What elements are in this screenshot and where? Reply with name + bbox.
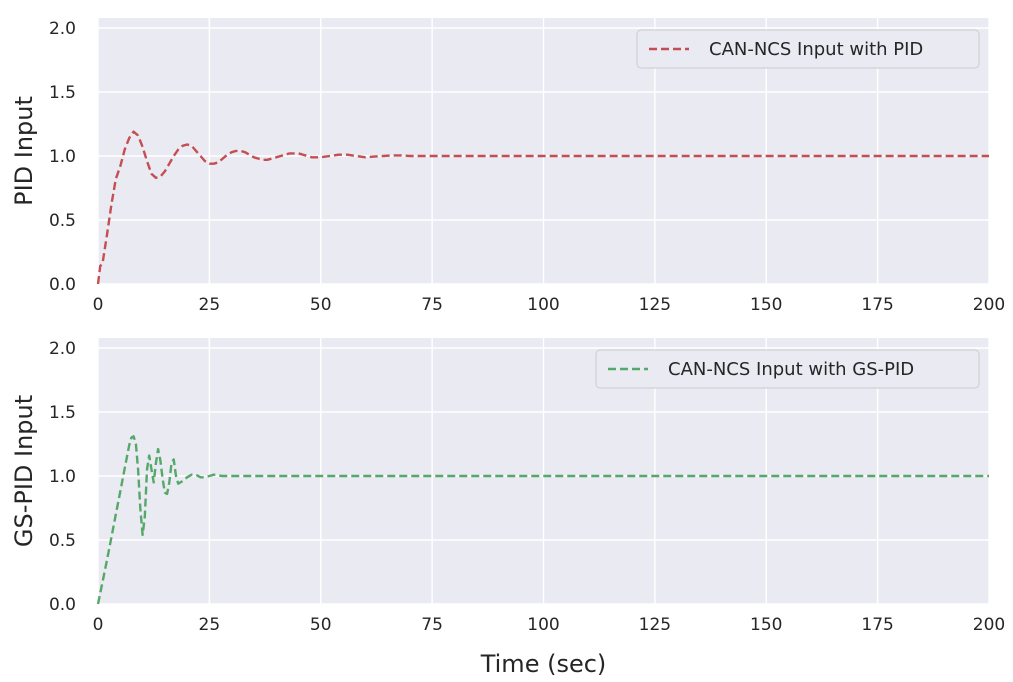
x-tick-label: 50 (310, 615, 332, 635)
x-tick-label: 25 (199, 295, 221, 315)
legend-label: CAN-NCS Input with GS-PID (668, 359, 914, 380)
y-tick-label: 1.5 (49, 403, 76, 423)
x-tick-label: 200 (973, 615, 1005, 635)
series-line (96, 435, 989, 605)
x-tick-label: 25 (199, 615, 221, 635)
x-tick-label: 0 (93, 615, 104, 635)
x-tick-label: 100 (527, 615, 559, 635)
y-tick-label: 0.0 (49, 595, 76, 615)
x-tick-label: 0 (93, 295, 104, 315)
x-tick-label: 50 (310, 295, 332, 315)
legend-label: CAN-NCS Input with PID (709, 39, 923, 60)
y-axis-label: PID Input (10, 96, 38, 206)
subplot-2: 0 25 50 75 100 125 150 175 200 0.0 0.5 1.0 1.5 2.0 GS-… (10, 338, 1005, 678)
y-axis-label: GS-PID Input (10, 395, 38, 547)
x-tick-label: 150 (750, 295, 782, 315)
y-tick-label: 1.0 (49, 147, 76, 167)
y-tick-label: 0.5 (49, 531, 76, 551)
y-tick-label: 0.0 (49, 275, 76, 295)
x-tick-label: 175 (861, 295, 893, 315)
series-line (96, 130, 989, 285)
y-tick-label: 1.5 (49, 83, 76, 103)
x-tick-label: 150 (750, 615, 782, 635)
y-tick-label: 1.0 (49, 467, 76, 487)
x-tick-label: 125 (639, 615, 671, 635)
x-tick-label: 100 (527, 295, 559, 315)
legend: CAN-NCS Input with GS-PID (595, 349, 980, 389)
y-tick-label: 0.5 (49, 211, 76, 231)
legend-box (595, 349, 980, 389)
x-tick-label: 200 (973, 295, 1005, 315)
x-axis-label: Time (sec) (480, 650, 607, 678)
legend: CAN-NCS Input with PID (636, 29, 980, 69)
y-tick-label: 2.0 (49, 19, 76, 39)
x-tick-label: 75 (421, 615, 443, 635)
legend-box (636, 29, 980, 69)
subplot-1: 0 25 50 75 100 125 150 175 200 0.0 0.5 1.0 1.5 2.0 PID… (10, 18, 1005, 315)
x-tick-label: 125 (639, 295, 671, 315)
x-tick-label: 75 (421, 295, 443, 315)
y-tick-label: 2.0 (49, 339, 76, 359)
x-tick-label: 175 (861, 615, 893, 635)
